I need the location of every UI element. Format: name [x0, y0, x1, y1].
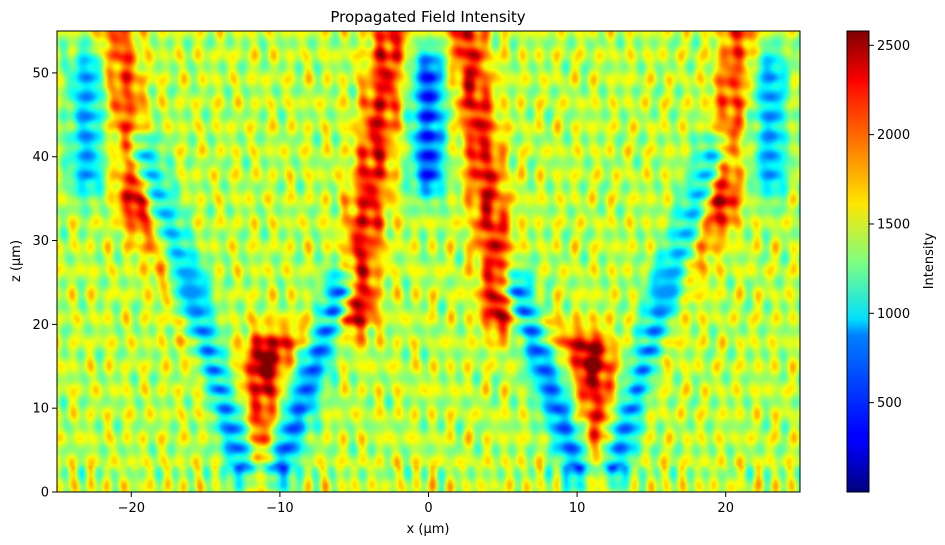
colorbar-ticks: 500 1000 1500 2000 2500: [869, 39, 910, 411]
colorbar-tick-label: 1000: [877, 307, 910, 322]
x-tick-label: −10: [266, 501, 293, 516]
x-tick-label: −20: [118, 501, 145, 516]
x-tick-label: 0: [424, 501, 432, 516]
y-tick-label: 0: [41, 486, 49, 501]
x-tick-label: 10: [569, 501, 586, 516]
colorbar-label: Intensity: [922, 232, 937, 289]
y-axis-label: z (µm): [9, 240, 24, 282]
heatmap-plot-area: [56, 30, 801, 493]
colorbar-frame: [846, 30, 870, 493]
y-tick-label: 20: [32, 318, 49, 333]
x-axis: −20 −10 0 10 20: [118, 492, 734, 516]
y-tick-label: 40: [32, 150, 49, 165]
x-axis-label: x (µm): [407, 522, 450, 537]
x-tick-label: 20: [717, 501, 734, 516]
colorbar-gradient: [847, 31, 869, 492]
y-tick-label: 10: [32, 402, 49, 417]
y-tick-label: 30: [32, 234, 49, 249]
colorbar-tick-label: 2000: [877, 128, 910, 143]
chart-title: Propagated Field Intensity: [330, 8, 525, 26]
colorbar: 500 1000 1500 2000 2500: [846, 30, 910, 493]
colorbar-tick-label: 2500: [877, 39, 910, 54]
y-axis: 0 10 20 30 40 50: [32, 66, 57, 501]
colorbar-tick-label: 500: [877, 396, 902, 411]
y-tick-label: 50: [32, 66, 49, 81]
heatmap-image-container: [57, 31, 800, 492]
heatmap-image: [57, 31, 800, 492]
colorbar-tick-label: 1500: [877, 217, 910, 232]
